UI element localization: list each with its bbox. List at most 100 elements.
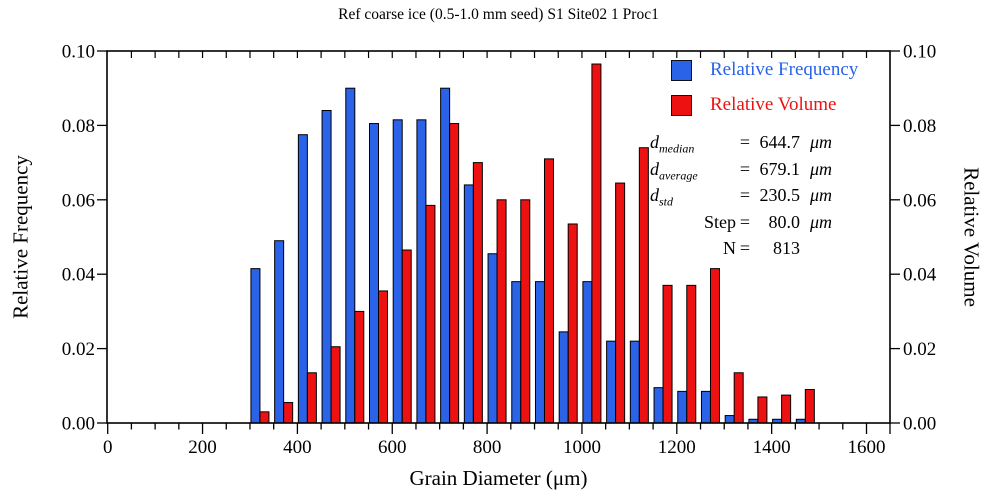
volume-bar [496, 199, 507, 424]
stat-value: 813 [773, 238, 800, 258]
legend: Relative Frequency Relative Volume [671, 59, 858, 129]
volume-bar [377, 290, 389, 424]
volume-bar [662, 284, 673, 424]
frequency-bar [629, 340, 640, 424]
stat-row-n: N = 813 [650, 238, 832, 265]
volume-bar [520, 199, 531, 424]
frequency-bar [463, 184, 474, 424]
y-right-axis-title: Relative Volume [959, 167, 984, 307]
stat-unit: μm [810, 211, 833, 232]
frequency-bar [700, 390, 711, 424]
volume-bar [567, 223, 578, 424]
stat-label: N [723, 238, 736, 258]
volume-bar [543, 158, 554, 424]
equals-sign: = [739, 132, 751, 152]
frequency-bar [511, 281, 522, 424]
x-tick-label: 1400 [753, 437, 791, 458]
volume-bar [259, 411, 270, 424]
y-left-axis-title: Relative Frequency [8, 155, 33, 319]
frequency-bar [582, 281, 593, 424]
y-tick-label-right: 0.08 [903, 116, 936, 137]
stat-row-std: dstd = 230.5 μm [650, 185, 832, 212]
frequency-bar [274, 240, 285, 424]
plot-box [106, 50, 891, 424]
x-tick-label: 600 [378, 437, 407, 458]
stat-label: Step [703, 211, 736, 232]
legend-label-frequency: Relative Frequency [710, 59, 859, 80]
x-tick-label: 1000 [563, 437, 601, 458]
y-tick-label-left: 0.00 [62, 414, 95, 435]
chart-title: Ref coarse ice (0.5-1.0 mm seed) S1 Site… [338, 6, 659, 23]
frequency-bar [487, 253, 498, 424]
x-tick-label: 0 [103, 437, 113, 458]
frequency-bar [440, 87, 451, 424]
legend-label-volume: Relative Volume [710, 94, 837, 115]
frequency-bar [392, 119, 403, 424]
x-axis-title: Grain Diameter (μm) [409, 466, 588, 490]
frequency-bar [250, 268, 261, 424]
y-tick-label-right: 0.06 [903, 190, 936, 211]
y-tick-label-right: 0.10 [903, 42, 936, 63]
volume-bar [283, 402, 294, 424]
equals-sign: = [739, 158, 751, 179]
volume-bar [638, 147, 649, 424]
stat-label: dmedian [650, 132, 695, 156]
frequency-bar [368, 123, 379, 424]
legend-item-volume: Relative Volume [671, 94, 858, 116]
stat-value: 80.0 [768, 211, 801, 232]
stat-unit: μm [810, 158, 833, 179]
frequency-bar [606, 340, 617, 424]
volume-bar [306, 372, 317, 424]
volume-bar [449, 123, 460, 424]
volume-bar [330, 346, 341, 424]
x-tick-label: 1200 [658, 437, 696, 458]
stat-row-average: daverage = 679.1 μm [650, 159, 832, 186]
y-tick-label-left: 0.06 [62, 190, 95, 211]
volume-bar [804, 389, 815, 424]
frequency-bar [534, 281, 545, 424]
stat-row-median: dmedian = 644.7 μm [650, 132, 832, 159]
frequency-swatch-icon [671, 59, 692, 81]
stat-label: daverage [650, 158, 698, 183]
frequency-bar [653, 387, 664, 424]
volume-bar [354, 310, 365, 424]
y-tick-label-right: 0.02 [903, 339, 936, 360]
volume-bar [709, 268, 720, 424]
equals-sign: = [739, 211, 751, 232]
equals-sign: = [739, 238, 751, 258]
x-tick-label: 800 [473, 437, 502, 458]
stats-panel: dmedian = 644.7 μm daverage = 679.1 μm d… [650, 132, 832, 265]
volume-bar [591, 63, 602, 424]
frequency-bar [677, 390, 688, 424]
volume-bar [401, 249, 412, 424]
frequency-bar [724, 415, 735, 424]
frequency-bar [321, 110, 332, 424]
y-tick-label-left: 0.10 [62, 42, 95, 63]
volume-bar [615, 182, 626, 424]
y-tick-label-left: 0.08 [62, 116, 95, 137]
x-tick-label: 1600 [848, 437, 886, 458]
equals-sign: = [739, 185, 751, 205]
stat-row-step: Step = 80.0 μm [650, 212, 832, 239]
volume-bar [686, 284, 697, 424]
y-tick-label-left: 0.02 [62, 339, 95, 360]
stat-unit: μm [810, 132, 833, 152]
y-tick-label-right: 0.00 [903, 414, 936, 435]
stat-value: 644.7 [759, 132, 801, 152]
y-tick-label-right: 0.04 [903, 265, 937, 286]
volume-bar [472, 162, 483, 424]
x-tick-label: 400 [283, 437, 312, 458]
volume-bar [781, 394, 792, 424]
stat-unit: μm [810, 185, 833, 205]
stat-value: 230.5 [759, 185, 801, 205]
x-tick-label: 200 [188, 437, 217, 458]
volume-swatch-icon [671, 94, 692, 116]
stat-value: 679.1 [759, 158, 801, 179]
frequency-bar [558, 331, 569, 424]
y-tick-label-left: 0.04 [62, 265, 96, 286]
legend-item-frequency: Relative Frequency [671, 59, 858, 81]
frequency-bar [297, 134, 308, 424]
volume-bar [757, 396, 768, 424]
